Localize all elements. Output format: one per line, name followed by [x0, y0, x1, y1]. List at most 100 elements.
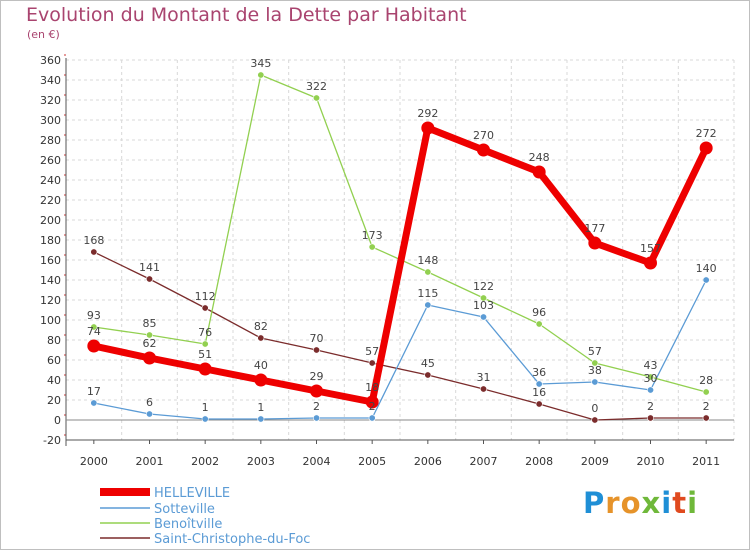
data-point-saint-christophe-du-foc: [479, 385, 487, 393]
data-label-beno-tville: 28: [699, 374, 713, 387]
data-label-helleville: 40: [254, 359, 268, 372]
data-label-helleville: 177: [584, 222, 605, 235]
data-point-helleville: [87, 339, 101, 353]
data-point-saint-christophe-du-foc: [646, 414, 654, 422]
logo-letter: P: [583, 486, 606, 520]
x-tick-label: 2004: [303, 455, 331, 468]
chart-unit-label: (en €): [27, 28, 60, 41]
data-point-sotteville: [201, 415, 209, 423]
data-point-beno-tville: [646, 373, 654, 381]
y-tick-label: 120: [40, 294, 61, 307]
data-point-beno-tville: [424, 268, 432, 276]
data-point-helleville: [310, 384, 323, 398]
data-label-helleville: 292: [417, 107, 438, 120]
y-tick-label: 40: [47, 374, 61, 387]
data-label-sotteville: 1: [257, 401, 264, 414]
data-point-saint-christophe-du-foc: [591, 416, 599, 424]
legend-label-beno-tville: Benoîtville: [154, 517, 222, 532]
axes: -200204060801001201401601802002202402602…: [40, 54, 734, 468]
data-label-sotteville: 36: [532, 366, 546, 379]
x-tick-label: 2002: [191, 455, 219, 468]
legend-label-saint-christophe-du-foc: Saint-Christophe-du-Foc: [154, 532, 310, 547]
data-point-sotteville: [90, 399, 98, 407]
data-point-beno-tville: [535, 320, 543, 328]
y-tick-label: 220: [40, 194, 61, 207]
data-label-helleville: 18: [365, 381, 379, 394]
chart-title: Evolution du Montant de la Dette par Hab…: [26, 4, 467, 26]
data-point-sotteville: [479, 313, 487, 321]
x-tick-label: 2009: [581, 455, 609, 468]
data-label-saint-christophe-du-foc: 70: [310, 332, 324, 345]
data-point-helleville: [143, 351, 156, 365]
data-point-saint-christophe-du-foc: [424, 371, 432, 379]
data-label-helleville: 272: [696, 127, 717, 140]
data-point-saint-christophe-du-foc: [146, 275, 154, 283]
data-label-sotteville: 140: [696, 262, 717, 275]
data-label-saint-christophe-du-foc: 2: [647, 400, 654, 413]
y-tick-label: 20: [47, 394, 61, 407]
data-label-saint-christophe-du-foc: 57: [365, 345, 379, 358]
data-point-saint-christophe-du-foc: [201, 304, 209, 312]
x-tick-label: 2006: [414, 455, 442, 468]
data-point-helleville: [198, 362, 212, 376]
data-label-saint-christophe-du-foc: 16: [532, 386, 546, 399]
data-label-beno-tville: 43: [644, 359, 658, 372]
data-label-sotteville: 30: [644, 372, 658, 385]
data-point-saint-christophe-du-foc: [535, 400, 543, 408]
y-tick-label: 320: [40, 94, 61, 107]
data-label-sotteville: 103: [473, 299, 494, 312]
data-label-helleville: 51: [198, 348, 212, 361]
x-tick-label: 2005: [358, 455, 386, 468]
data-point-sotteville: [368, 414, 376, 422]
data-point-helleville: [365, 395, 379, 409]
legend-label-sotteville: Sotteville: [154, 502, 215, 517]
y-tick-label: 60: [47, 354, 61, 367]
series-line-sotteville: [93, 279, 707, 420]
data-label-saint-christophe-du-foc: 168: [83, 234, 104, 247]
x-tick-label: 2011: [692, 455, 720, 468]
data-point-saint-christophe-du-foc: [257, 334, 265, 342]
x-tick-label: 2001: [136, 455, 164, 468]
data-label-sotteville: 6: [146, 396, 153, 409]
data-point-helleville: [699, 141, 713, 155]
data-point-sotteville: [535, 380, 543, 388]
data-label-saint-christophe-du-foc: 45: [421, 357, 435, 370]
data-point-helleville: [477, 143, 490, 157]
y-tick-label: 80: [47, 334, 61, 347]
y-tick-label: -20: [43, 434, 61, 447]
data-label-beno-tville: 322: [306, 80, 327, 93]
data-label-sotteville: 2: [369, 400, 376, 413]
data-label-helleville: 62: [143, 337, 157, 350]
data-point-beno-tville: [90, 323, 98, 331]
data-label-sotteville: 38: [588, 364, 602, 377]
data-point-saint-christophe-du-foc: [368, 359, 376, 367]
legend: HELLEVILLESottevilleBenoîtvilleSaint-Chr…: [100, 486, 310, 547]
data-label-saint-christophe-du-foc: 141: [139, 261, 160, 274]
data-label-beno-tville: 57: [588, 345, 602, 358]
series-line-saint-christophe-du-foc: [93, 251, 707, 421]
data-label-sotteville: 1: [202, 401, 209, 414]
data-point-beno-tville: [479, 294, 487, 302]
y-tick-label: 300: [40, 114, 61, 127]
data-point-sotteville: [257, 415, 265, 423]
data-label-beno-tville: 85: [143, 317, 157, 330]
data-point-sotteville: [146, 410, 154, 418]
y-tick-label: 280: [40, 134, 61, 147]
data-label-saint-christophe-du-foc: 31: [477, 371, 491, 384]
y-tick-label: 260: [40, 154, 61, 167]
data-label-beno-tville: 76: [198, 326, 212, 339]
x-tick-label: 2003: [247, 455, 275, 468]
data-label-saint-christophe-du-foc: 2: [703, 400, 710, 413]
data-point-beno-tville: [312, 94, 320, 102]
y-tick-label: 100: [40, 314, 61, 327]
y-tick-label: 140: [40, 274, 61, 287]
y-tick-label: 200: [40, 214, 61, 227]
y-tick-label: 0: [54, 414, 61, 427]
data-label-beno-tville: 148: [417, 254, 438, 267]
data-point-helleville: [588, 236, 602, 250]
data-point-beno-tville: [368, 243, 376, 251]
data-label-helleville: 157: [640, 242, 661, 255]
